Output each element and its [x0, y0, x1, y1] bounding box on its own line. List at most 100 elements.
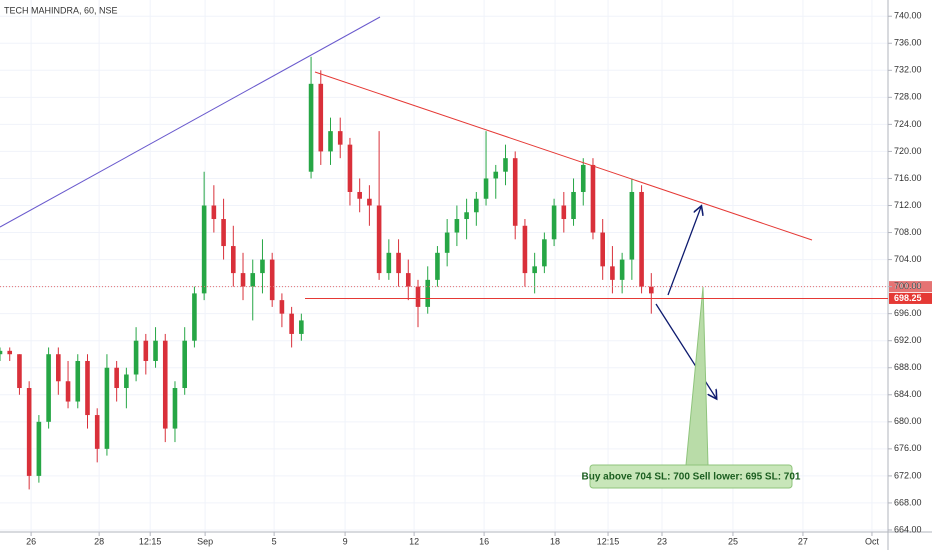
- y-tick-label: 696.00: [894, 308, 922, 318]
- candle-body: [542, 239, 547, 267]
- candle-body: [143, 340, 149, 361]
- arrow: [667, 207, 701, 296]
- candle-body: [503, 158, 508, 172]
- candle-body: [192, 293, 197, 341]
- y-tick-label: 740.00: [894, 11, 922, 21]
- candle-body: [357, 191, 362, 199]
- candle-body: [522, 225, 528, 274]
- x-tick-label: 5: [272, 536, 277, 546]
- grid: [0, 0, 888, 532]
- candle-body: [474, 198, 479, 213]
- candle-body: [561, 205, 567, 220]
- candle-body: [124, 374, 129, 389]
- price-label-bg: [889, 281, 932, 293]
- candle-body: [512, 158, 518, 226]
- candle-body: [435, 252, 440, 280]
- candle-body: [454, 219, 460, 233]
- candle-body: [483, 178, 489, 199]
- price-label: 698.25: [894, 293, 922, 303]
- y-tick-label: 664.00: [894, 524, 922, 534]
- y-tick-label: 672.00: [894, 470, 922, 480]
- candle-body: [337, 131, 343, 145]
- candle-body: [133, 340, 139, 375]
- x-tick-label: 26: [26, 536, 36, 546]
- y-tick-label: 716.00: [894, 173, 922, 183]
- candle-body: [211, 205, 217, 220]
- candle-body: [571, 191, 576, 220]
- candle-body: [26, 388, 32, 476]
- candle-body: [7, 350, 13, 355]
- candle-body: [153, 340, 158, 361]
- candle-body: [580, 164, 586, 192]
- y-tick-label: 704.00: [894, 254, 922, 264]
- candle-body: [36, 421, 42, 476]
- y-tick-label: 720.00: [894, 146, 922, 156]
- arrow: [655, 303, 716, 398]
- y-tick-label: 684.00: [894, 389, 922, 399]
- candle-body: [590, 164, 596, 233]
- trend-line: [314, 71, 813, 241]
- trend-line: [0, 16, 381, 228]
- candle-body: [289, 313, 294, 334]
- candle-body: [405, 273, 411, 287]
- x-tick-label: 12:15: [597, 536, 620, 546]
- candle-body: [551, 205, 557, 240]
- callout: [589, 464, 793, 489]
- candle-body: [46, 354, 51, 422]
- x-tick-label: Oct: [865, 536, 880, 546]
- candle-body: [639, 191, 644, 287]
- candle-body: [221, 219, 226, 247]
- candle-body: [386, 252, 392, 274]
- candle-body: [56, 354, 61, 382]
- y-tick-label: 692.00: [894, 335, 922, 345]
- y-tick-label: 724.00: [894, 119, 922, 129]
- x-tick-label: 12: [409, 536, 419, 546]
- candle-body: [94, 415, 100, 449]
- x-tick-label: 28: [94, 536, 104, 546]
- candle-body: [464, 212, 469, 220]
- y-tick-label: 712.00: [894, 200, 922, 210]
- candle-body: [65, 381, 71, 402]
- x-tick-label: 16: [479, 536, 489, 546]
- candle-body: [648, 286, 654, 294]
- candle-body: [250, 273, 256, 287]
- y-tick-label: 680.00: [894, 416, 922, 426]
- x-tick-label: 12:15: [139, 536, 162, 546]
- candle-body: [172, 388, 178, 429]
- candle-body: [610, 266, 615, 280]
- x-tick-label: 25: [728, 536, 738, 546]
- candle-body: [444, 232, 450, 253]
- y-tick-label: 700.00: [894, 281, 922, 291]
- candle-body: [75, 360, 81, 402]
- candle-body: [493, 171, 499, 179]
- candle-body: [279, 300, 285, 314]
- y-tick-label: 708.00: [894, 227, 922, 237]
- candles: [0, 56, 654, 490]
- candle-body: [240, 273, 246, 287]
- y-tick-label: 668.00: [894, 497, 922, 507]
- overlay: 700.00 698.25: [0, 281, 932, 304]
- price-label: 700.00: [894, 281, 922, 291]
- annotation: Buy above 704 SL: 700 Sell lower: 695 SL…: [582, 472, 801, 483]
- candle-body: [182, 340, 187, 389]
- candle-body: [269, 259, 275, 301]
- x-tick-label: 9: [343, 536, 348, 546]
- y-tick-label: 728.00: [894, 92, 922, 102]
- x-tick-label: 27: [798, 536, 808, 546]
- candle-body: [0, 350, 3, 355]
- y-tick-label: 676.00: [894, 443, 922, 453]
- candle-body: [328, 131, 333, 152]
- candle-body: [619, 259, 625, 280]
- y-tick-label: 688.00: [894, 362, 922, 372]
- candle-body: [318, 83, 324, 152]
- candle-body: [425, 279, 431, 307]
- x-tick-label: Sep: [197, 536, 213, 546]
- x-tick-label: 23: [657, 536, 667, 546]
- candle-body: [104, 367, 110, 449]
- candle-body: [201, 205, 207, 294]
- candle-body: [532, 266, 537, 274]
- candle-body: [308, 83, 314, 172]
- candle-body: [299, 320, 304, 334]
- chart-title: TECH MAHINDRA, 60, NSE: [4, 5, 118, 15]
